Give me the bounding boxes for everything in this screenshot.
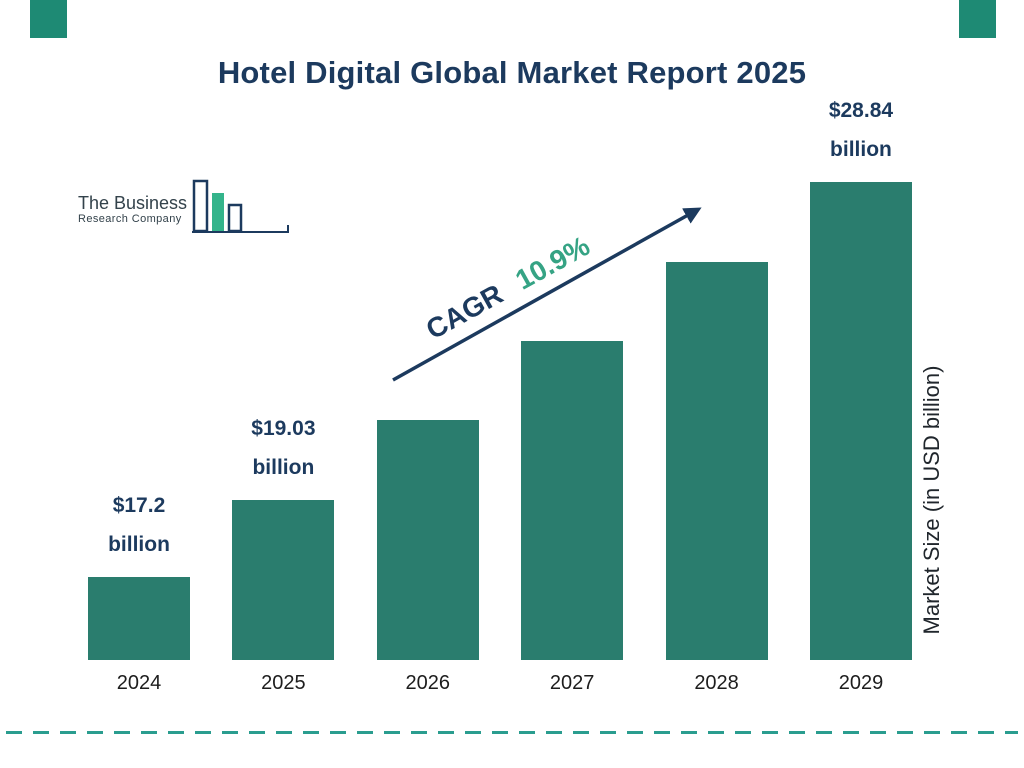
x-tick-2026: 2026	[405, 672, 451, 694]
logo-text: The Business Research Company	[78, 193, 187, 226]
x-tick-2028: 2028	[694, 672, 739, 694]
bar-group-2025: $19.03 billion 2025	[232, 410, 335, 696]
bar-value-2024: $17.2	[112, 494, 166, 518]
x-tick-2029: 2029	[838, 672, 884, 694]
bar-rect-2024	[88, 577, 190, 660]
x-tick-2024: 2024	[116, 672, 162, 694]
logo-line1: The Business	[78, 193, 188, 213]
y-axis-label: Market Size (in USD billion)	[919, 365, 944, 635]
bar-unit-2024: billion	[108, 533, 170, 557]
bar-value-2029: $28.84	[828, 99, 894, 123]
bar-group-2026: 2026	[376, 420, 479, 696]
bar-group-2028: 2028	[665, 262, 768, 696]
bar-value-label-2029: $28.84 billion	[829, 92, 893, 170]
bar-value-2025: $19.03	[251, 417, 316, 441]
bar-group-2029: $28.84 billion 2029	[809, 92, 912, 696]
corner-decoration-left	[30, 0, 67, 38]
bar-rect-2029	[809, 182, 912, 660]
bottom-dashed-divider	[6, 731, 1018, 734]
bar-group-2024: $17.2 billion 2024	[88, 487, 190, 696]
x-tick-2027: 2027	[549, 672, 595, 694]
bar-unit-2025: billion	[252, 456, 315, 480]
x-tick-2025: 2025	[261, 672, 306, 694]
bar-chart: $17.2 billion 2024 $19.03 billion 2025 2…	[88, 96, 912, 696]
logo-barchart-icon	[192, 179, 290, 233]
corner-decoration-right	[959, 0, 996, 38]
bar-rect-2025	[232, 500, 335, 660]
bar-group-2027: 2027	[521, 341, 624, 696]
bar-rect-2026	[376, 420, 479, 660]
page-title: Hotel Digital Global Market Report 2025	[217, 54, 807, 90]
company-logo: The Business Research Company	[78, 178, 291, 242]
bar-value-label-2025: $19.03 billion	[251, 410, 315, 488]
bar-rect-2028	[665, 262, 768, 660]
bar-value-label-2024: $17.2 billion	[108, 487, 170, 565]
logo-line2: Research Company	[78, 213, 182, 225]
bar-unit-2029: billion	[830, 138, 892, 162]
bar-rect-2027	[521, 341, 624, 660]
